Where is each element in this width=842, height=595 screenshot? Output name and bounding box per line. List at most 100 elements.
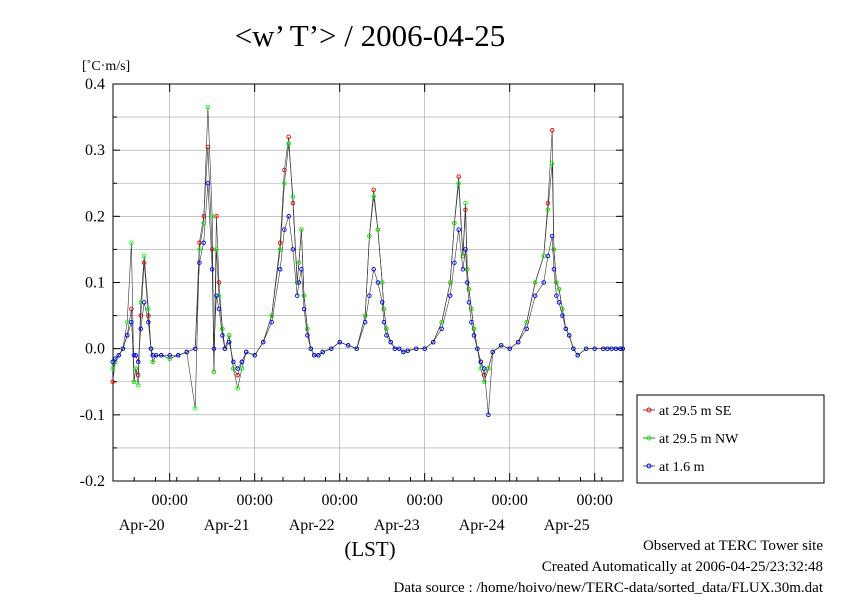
data-point	[371, 187, 376, 193]
data-point	[131, 379, 137, 385]
y-tick-label: 0.4	[85, 76, 105, 93]
legend: at 29.5 m SE at 29.5 m NW at 1.6 m	[636, 394, 825, 484]
data-point	[290, 247, 296, 252]
data-point	[235, 366, 240, 371]
data-point	[456, 181, 461, 186]
data-point	[222, 346, 228, 351]
data-point	[269, 319, 274, 325]
data-point	[560, 313, 565, 318]
series-line	[112, 107, 623, 409]
x-axis-label: (LST)	[344, 537, 395, 561]
y-tick-label: 0.1	[85, 275, 105, 292]
data-point	[146, 319, 151, 325]
data-point	[371, 267, 376, 272]
x-tick-date-label: Apr-22	[289, 517, 335, 534]
data-point	[541, 253, 546, 259]
data-point	[214, 247, 219, 252]
data-point	[220, 333, 225, 338]
data-point	[571, 346, 576, 351]
data-point	[216, 293, 222, 298]
data-point	[286, 134, 291, 140]
x-tick-date-label: Apr-24	[459, 517, 505, 534]
data-point	[478, 359, 484, 365]
data-point	[214, 293, 219, 298]
data-point	[211, 346, 217, 351]
y-axis: 0.4 0.3 0.2 0.1 0.0 -0.1 -0.2	[80, 76, 623, 490]
data-point	[515, 339, 521, 345]
legend-label: at 29.5 m SE	[659, 404, 731, 419]
data-point	[269, 313, 274, 318]
data-point	[367, 233, 372, 239]
data-point	[209, 267, 215, 272]
data-point	[120, 346, 126, 351]
series-layer	[110, 104, 625, 418]
data-point	[286, 141, 291, 146]
data-point	[311, 353, 317, 358]
data-point	[305, 326, 310, 332]
data-point	[613, 346, 619, 351]
data-point	[545, 207, 551, 212]
data-point	[532, 293, 538, 298]
footer-created: Created Automatically at 2006-04-25/23:3…	[542, 559, 823, 575]
data-point	[384, 326, 389, 332]
x-tick-time-label: 00:00	[151, 492, 187, 509]
footer-source: Data source : /home/hoivo/new/TERC-data/…	[394, 580, 824, 595]
footer-observed: Observed at TERC Tower site	[643, 538, 823, 554]
data-point	[498, 343, 504, 348]
x-tick-time-label: 00:00	[236, 492, 272, 509]
data-point	[381, 306, 387, 312]
data-point	[138, 326, 144, 332]
legend-box	[636, 394, 825, 484]
data-point	[282, 227, 287, 232]
data-point	[551, 267, 557, 272]
data-point	[452, 260, 457, 265]
y-tick-label: 0.2	[85, 208, 105, 225]
data-point	[371, 194, 376, 199]
data-point	[481, 379, 487, 385]
data-point	[201, 240, 206, 246]
data-point	[345, 343, 351, 348]
data-point	[110, 359, 115, 365]
data-point	[214, 214, 219, 219]
data-point	[124, 319, 130, 325]
data-point	[113, 356, 118, 361]
data-point	[239, 359, 245, 365]
x-tick-time-label: 00:00	[406, 492, 442, 509]
data-point	[549, 161, 555, 166]
series-2	[110, 181, 625, 418]
data-point	[299, 267, 304, 272]
data-point	[277, 240, 283, 246]
data-point	[471, 326, 477, 332]
data-point	[133, 353, 138, 358]
data-point	[486, 366, 491, 371]
data-point	[469, 319, 474, 325]
data-point	[226, 333, 232, 338]
data-point	[277, 267, 283, 272]
data-point	[381, 319, 387, 325]
data-point	[545, 200, 551, 206]
data-point	[456, 174, 461, 179]
data-point	[294, 293, 300, 298]
data-point	[153, 353, 159, 358]
data-point	[131, 353, 137, 358]
data-point	[460, 267, 466, 272]
data-point	[197, 260, 202, 265]
x-tick-date-label: Apr-25	[544, 517, 590, 534]
data-point	[456, 227, 461, 232]
data-point	[226, 339, 232, 345]
data-point	[299, 227, 304, 232]
grid	[113, 83, 623, 482]
data-point	[296, 260, 302, 265]
data-point	[554, 293, 559, 298]
data-point	[463, 247, 468, 252]
data-point	[197, 247, 202, 252]
data-point	[396, 346, 402, 351]
data-point	[124, 333, 130, 338]
data-point	[192, 405, 198, 411]
x-tick-time-label: 00:00	[321, 492, 357, 509]
chart-title: <w’ T’> / 2006-04-25	[235, 18, 506, 53]
data-point	[563, 326, 569, 332]
data-point	[405, 348, 410, 353]
data-point	[316, 353, 321, 358]
